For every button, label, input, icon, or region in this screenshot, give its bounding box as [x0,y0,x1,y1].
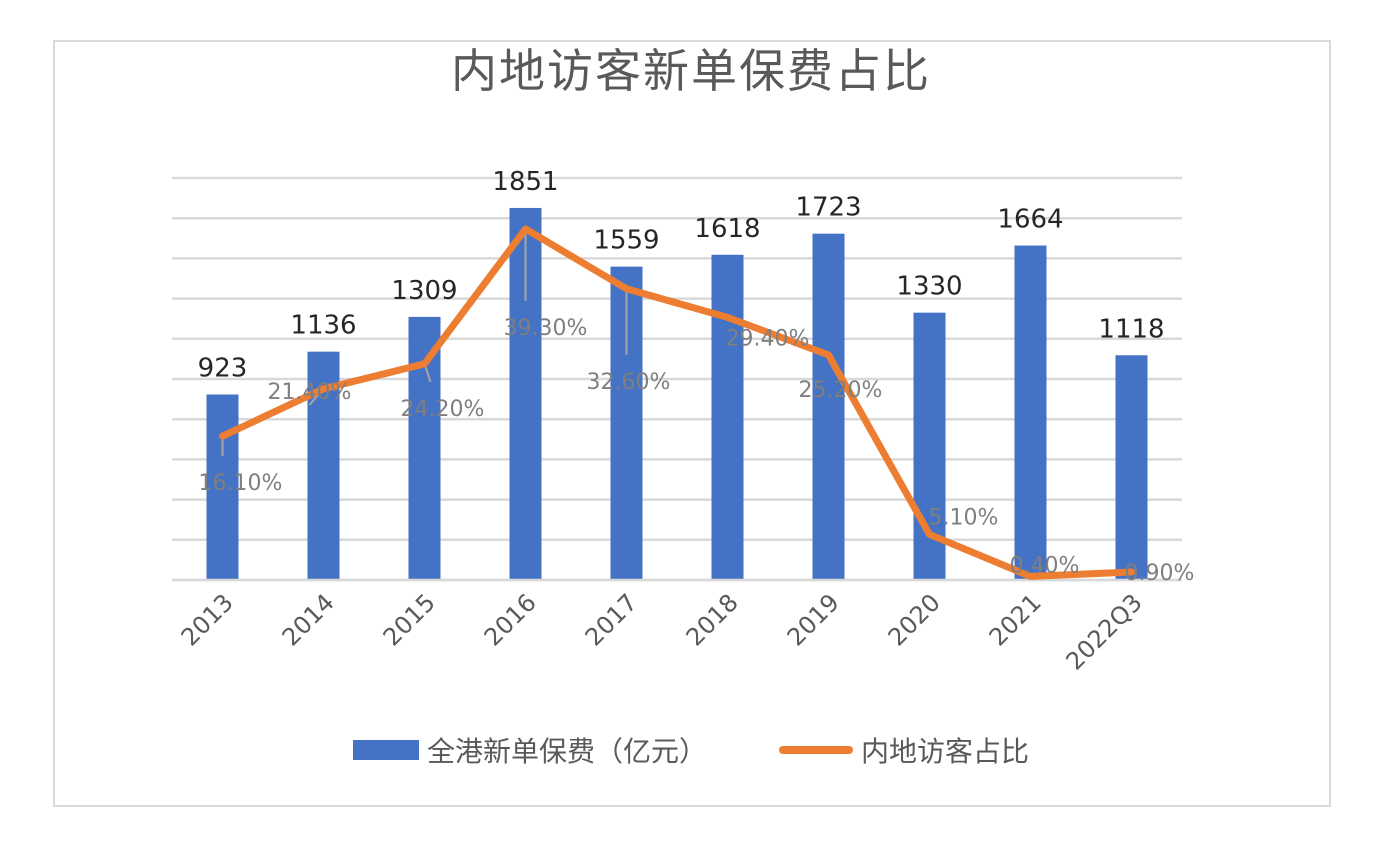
x-tick-label: 2014 [277,588,340,651]
bar-value-label: 1618 [694,214,760,244]
gridlines [172,176,1182,582]
bar[interactable] [1014,245,1047,580]
bar-value-label: 1723 [795,193,861,223]
line-value-label: 32.60% [587,370,671,395]
x-tick-label: 2015 [378,588,441,651]
legend: 全港新单保费（亿元） 内地访客占比 [0,730,1382,770]
bar-value-label: 923 [198,353,248,383]
line-value-label: 0.90% [1125,561,1195,586]
bar-value-label: 1664 [997,205,1063,235]
x-tick-label: 2013 [176,588,239,651]
bar-swatch-icon [352,740,419,760]
line-value-label: 25.20% [799,378,883,403]
chart-title: 内地访客新单保费占比 [451,44,931,98]
line-value-label: 29.40% [726,326,810,351]
x-axis-labels: 2013 2014 2015 2016 2017 2018 2019 2020 2021 2022… [176,588,1148,675]
line-swatch-icon [779,746,853,754]
legend-item-visitor-share[interactable]: 内地访客占比 [779,730,1029,770]
bar[interactable] [1115,355,1148,580]
bar-value-label: 1330 [896,272,962,302]
x-tick-label: 2017 [580,588,643,651]
visitor-share-line[interactable] [219,225,1135,580]
bar-value-label: 1136 [290,311,356,341]
bar-series: 923 1136 1309 1851 1559 1618 1723 1330 1664 1118 [198,167,1165,581]
line-value-label: 21.40% [268,380,352,405]
line-value-label: 24.20% [401,397,485,422]
x-tick-label: 2021 [984,588,1047,651]
x-tick-label: 2019 [782,588,845,651]
line-value-label: 0.40% [1010,553,1080,578]
bar-value-label: 1309 [391,276,457,306]
bar-value-label: 1118 [1098,314,1164,344]
line-value-label: 39.30% [504,316,588,341]
x-tick-label: 2018 [681,588,744,651]
legend-label-visitor-share: 内地访客占比 [861,735,1030,768]
bar[interactable] [408,316,441,580]
x-tick-label: 2022Q3 [1061,588,1148,675]
x-tick-label: 2020 [883,588,946,651]
bar[interactable] [206,394,239,580]
legend-label-premium: 全港新单保费（亿元） [426,735,707,768]
bar[interactable] [812,233,845,580]
bar-value-label: 1559 [593,226,659,256]
bar-value-label: 1851 [492,167,558,197]
line-value-label: 5.10% [929,505,999,530]
x-tick-label: 2016 [479,588,542,651]
line-value-label: 16.10% [199,471,283,496]
bar[interactable] [711,254,744,581]
legend-item-premium[interactable]: 全港新单保费（亿元） [352,730,707,770]
line-series: 16.10% 21.40% 24.20% 39.30% 32.60% 29.40% 25.2… [199,225,1195,586]
